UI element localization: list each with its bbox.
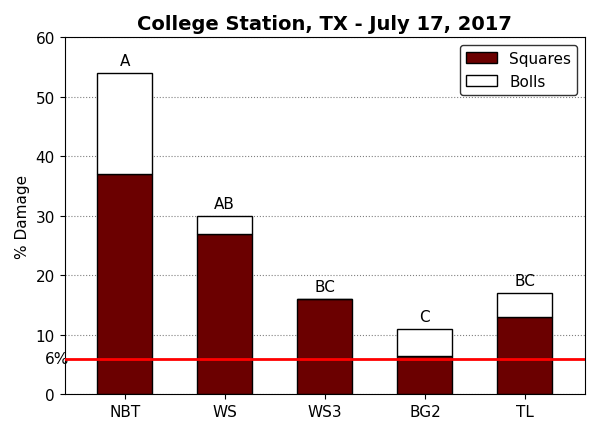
Text: BC: BC	[515, 274, 535, 289]
Text: A: A	[119, 54, 130, 69]
Bar	[197, 234, 252, 395]
Text: BC: BC	[314, 279, 335, 295]
Text: 6%: 6%	[45, 351, 70, 366]
Bar	[97, 74, 152, 175]
Bar	[97, 175, 152, 395]
Text: AB: AB	[214, 197, 235, 211]
Text: C: C	[419, 309, 430, 324]
Bar	[397, 329, 452, 356]
Title: College Station, TX - July 17, 2017: College Station, TX - July 17, 2017	[137, 15, 512, 34]
Bar	[497, 293, 553, 317]
Bar	[197, 216, 252, 234]
Bar	[298, 299, 352, 395]
Bar	[397, 356, 452, 395]
Bar	[497, 317, 553, 395]
Legend: Squares, Bolls: Squares, Bolls	[460, 46, 577, 95]
Y-axis label: % Damage: % Damage	[15, 174, 30, 258]
